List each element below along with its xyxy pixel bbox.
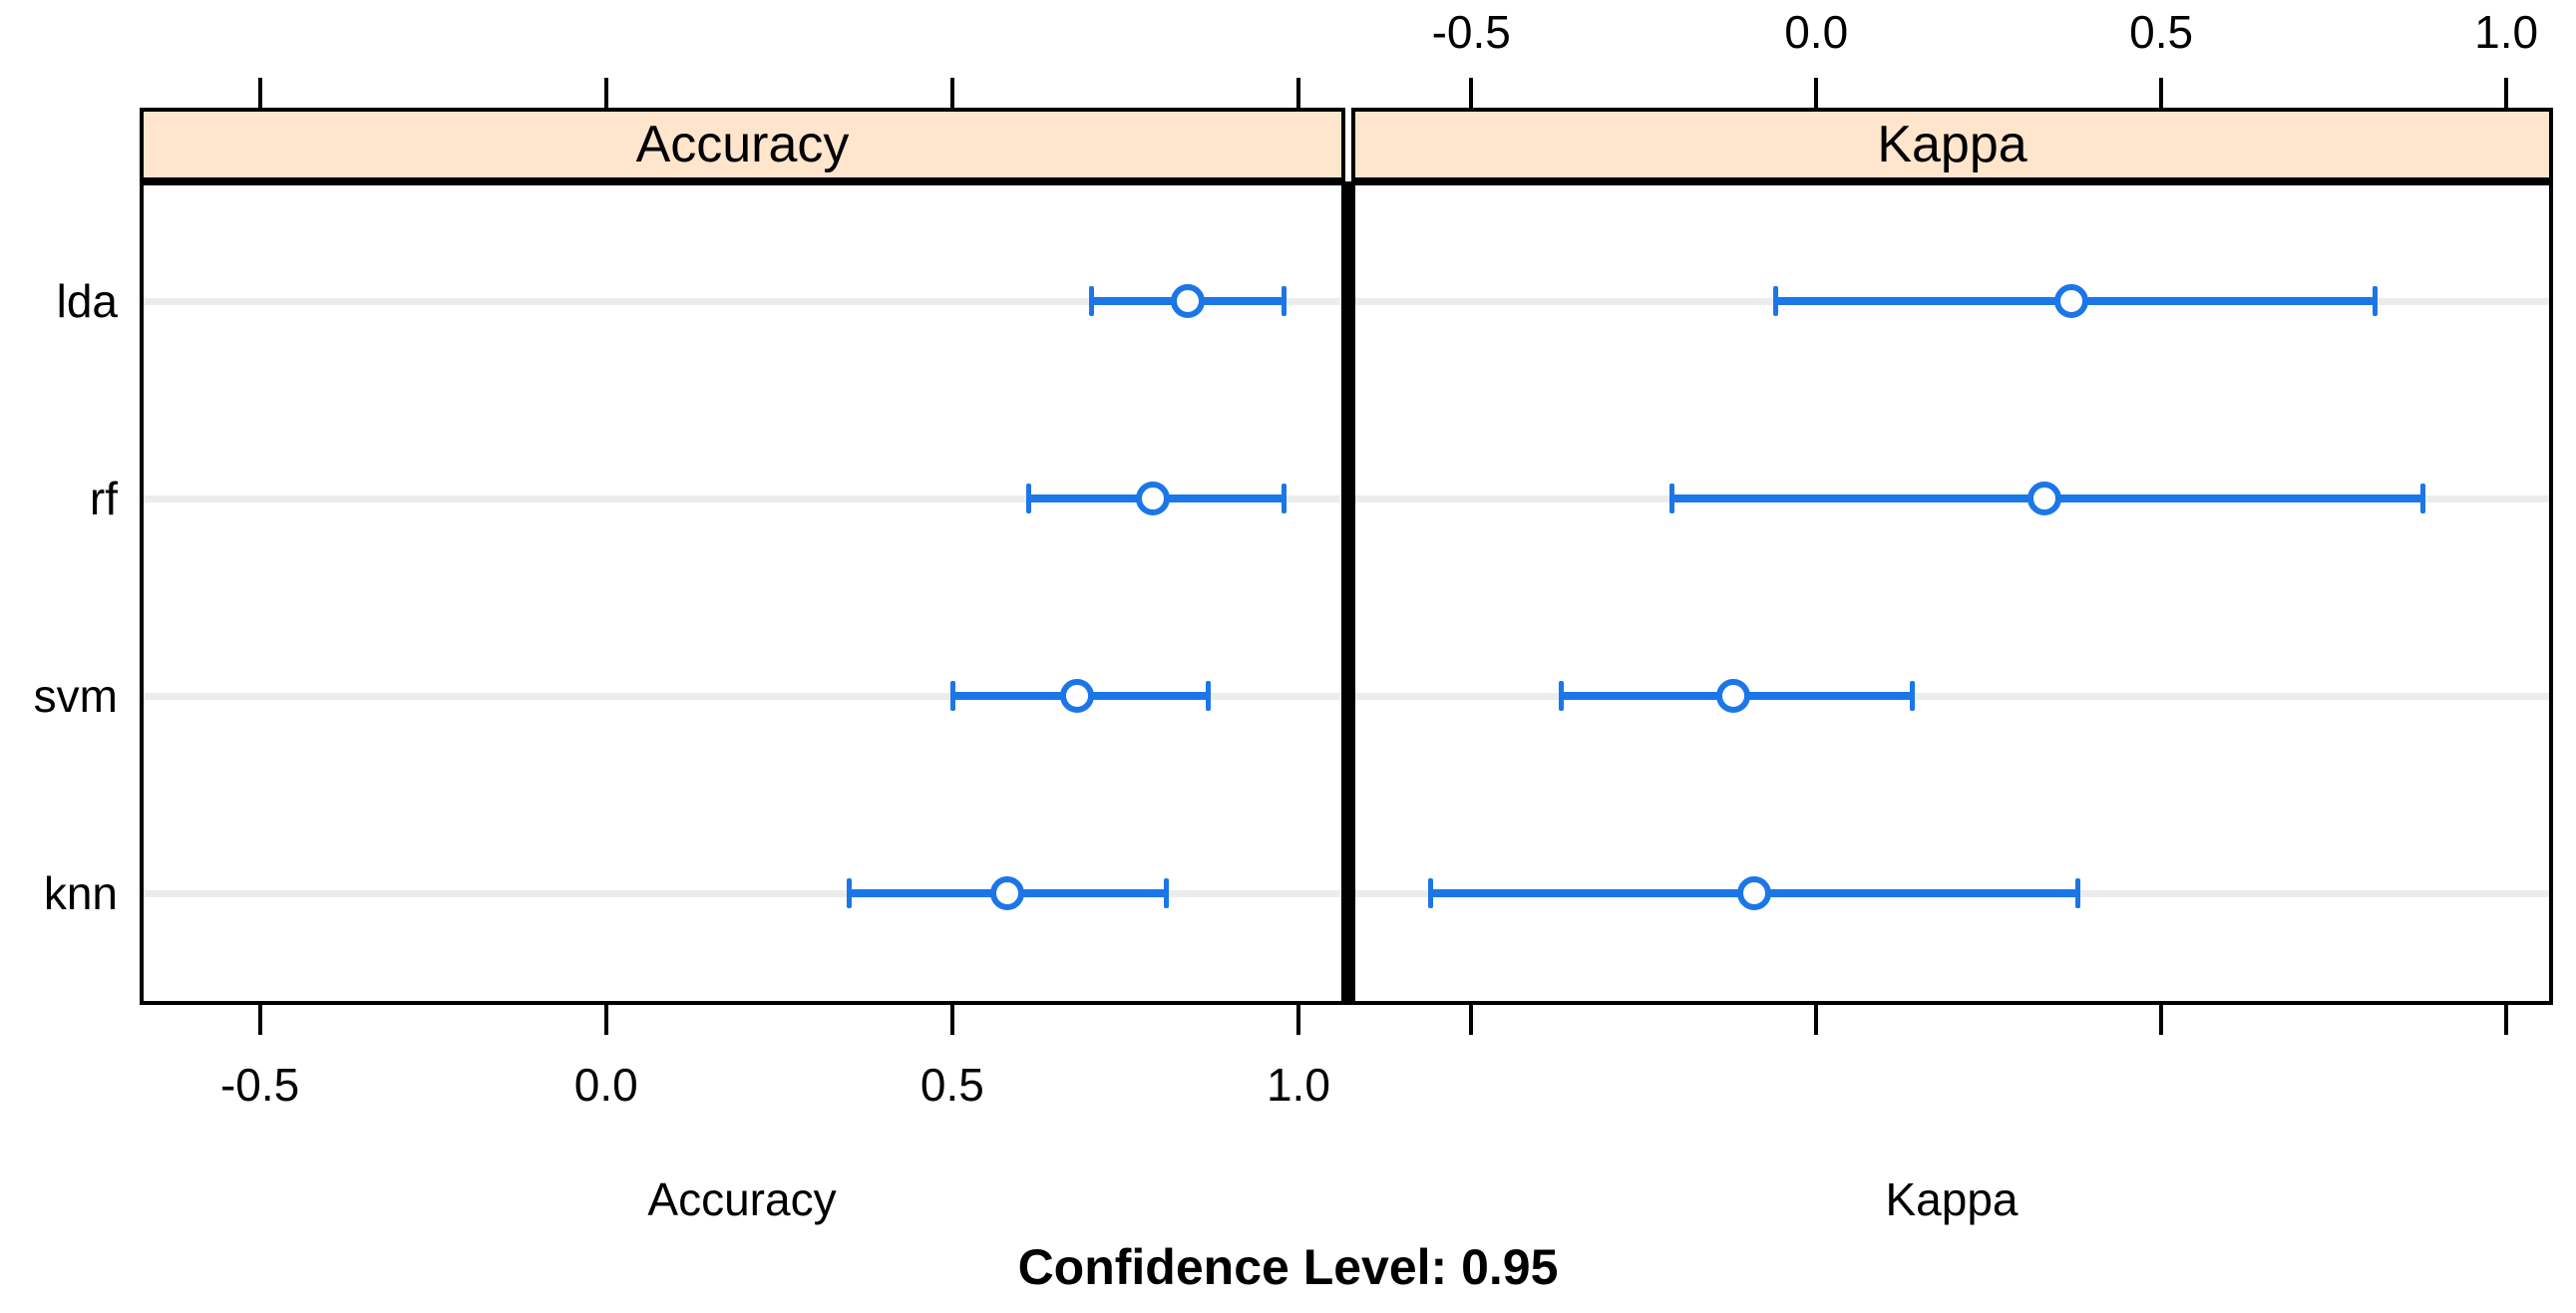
ci-cap-upper-kappa-svm	[1910, 681, 1916, 712]
x-tick-label-top: 1.0	[2474, 6, 2539, 58]
panel-kappa	[1351, 181, 2553, 1005]
x-tick-top	[257, 78, 262, 108]
x-tick-label-bottom: 0.5	[920, 1059, 984, 1111]
panel-divider	[1341, 181, 1355, 1005]
row-gridline-svm	[1355, 693, 2549, 701]
x-tick-label-bottom: 0.0	[573, 1059, 638, 1111]
x-tick-bottom	[603, 1005, 608, 1035]
strip-label-kappa: Kappa	[1877, 116, 2027, 173]
ci-cap-lower-accuracy-svm	[949, 681, 955, 712]
ci-cap-lower-accuracy-knn	[846, 878, 852, 909]
y-axis-label-rf: rf	[89, 473, 118, 525]
x-axis-title-kappa: Kappa	[1885, 1173, 2019, 1225]
ci-cap-lower-kappa-lda	[1772, 286, 1778, 317]
point-estimate-kappa-knn	[1736, 876, 1771, 911]
row-gridline-knn	[144, 890, 1341, 898]
ci-cap-lower-accuracy-lda	[1088, 286, 1094, 317]
row-gridline-rf	[144, 495, 1341, 503]
caption-confidence-level: Confidence Level: 0.95	[1017, 1239, 1559, 1295]
strip-label-accuracy: Accuracy	[635, 116, 850, 173]
x-tick-bottom	[2159, 1005, 2164, 1035]
ci-cap-upper-accuracy-knn	[1164, 878, 1170, 909]
x-tick-label-bottom: 1.0	[1266, 1059, 1330, 1111]
ci-cap-lower-kappa-rf	[1668, 484, 1674, 514]
x-tick-bottom	[2504, 1005, 2509, 1035]
point-estimate-kappa-lda	[2054, 284, 2089, 319]
ci-cap-upper-accuracy-rf	[1282, 484, 1288, 514]
x-tick-bottom	[1295, 1005, 1300, 1035]
ci-cap-lower-accuracy-rf	[1026, 484, 1032, 514]
ci-cap-lower-kappa-svm	[1559, 681, 1565, 712]
x-tick-label-bottom: -0.5	[219, 1059, 300, 1111]
x-tick-top	[2159, 78, 2164, 108]
x-tick-top	[1814, 78, 1819, 108]
point-estimate-accuracy-knn	[990, 876, 1025, 911]
strip-header-accuracy: Accuracy	[140, 108, 1345, 181]
row-gridline-svm	[144, 693, 1341, 701]
y-axis-label-svm: svm	[33, 670, 118, 723]
ci-cap-upper-accuracy-lda	[1282, 286, 1288, 317]
x-tick-bottom	[949, 1005, 954, 1035]
x-axis-title-accuracy: Accuracy	[647, 1173, 837, 1225]
ci-cap-upper-accuracy-svm	[1205, 681, 1211, 712]
y-axis-label-knn: knn	[43, 867, 118, 920]
ci-cap-lower-kappa-knn	[1427, 878, 1433, 909]
strip-header-kappa: Kappa	[1351, 108, 2553, 181]
x-tick-top	[1295, 78, 1300, 108]
ci-cap-upper-kappa-knn	[2075, 878, 2081, 909]
point-estimate-accuracy-rf	[1136, 482, 1171, 516]
ci-cap-upper-kappa-rf	[2420, 484, 2426, 514]
row-gridline-lda	[144, 298, 1341, 306]
ci-cap-upper-kappa-lda	[2372, 286, 2378, 317]
x-tick-top	[2504, 78, 2509, 108]
panel-accuracy	[140, 181, 1345, 1005]
x-tick-top	[1469, 78, 1474, 108]
x-tick-top	[949, 78, 954, 108]
x-tick-label-top: -0.5	[1431, 6, 1511, 58]
point-estimate-kappa-rf	[2026, 482, 2061, 516]
x-tick-bottom	[1814, 1005, 1819, 1035]
y-axis-label-lda: lda	[56, 275, 118, 328]
point-estimate-accuracy-svm	[1059, 679, 1094, 714]
x-tick-top	[603, 78, 608, 108]
x-tick-label-top: 0.5	[2129, 6, 2194, 58]
point-estimate-accuracy-lda	[1170, 284, 1205, 319]
point-estimate-kappa-svm	[1716, 679, 1751, 714]
x-tick-bottom	[1469, 1005, 1474, 1035]
x-tick-label-top: 0.0	[1784, 6, 1849, 58]
x-tick-bottom	[257, 1005, 262, 1035]
